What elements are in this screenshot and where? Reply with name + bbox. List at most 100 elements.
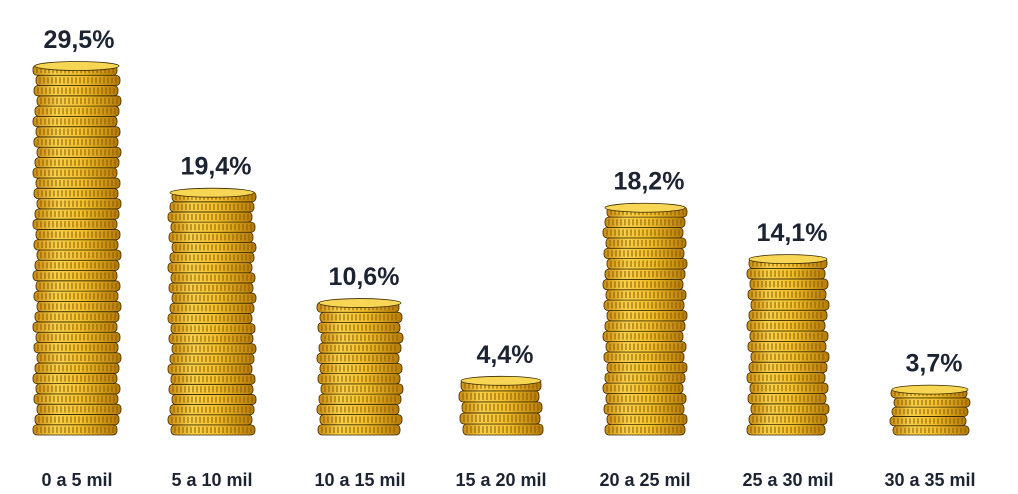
coin (889, 416, 967, 427)
coin (169, 353, 255, 365)
coin (35, 74, 121, 86)
coin (167, 363, 253, 375)
coin (167, 312, 253, 324)
coin (171, 343, 257, 355)
coin (32, 372, 118, 385)
coin (32, 270, 118, 282)
coin (605, 393, 687, 405)
coin (750, 351, 830, 363)
coin-stack-6 (746, 254, 830, 436)
coin (602, 382, 684, 394)
coin (747, 340, 827, 353)
coin (168, 282, 254, 294)
coin-stack-4 (458, 375, 544, 436)
coin (747, 392, 827, 405)
category-label: 20 a 25 mil (599, 470, 690, 490)
coin (35, 331, 121, 343)
category-label: 10 a 15 mil (314, 470, 405, 490)
coin (316, 352, 400, 364)
coin (34, 362, 120, 374)
coin (36, 146, 122, 158)
coin (747, 288, 827, 301)
coin (319, 311, 403, 323)
coin (170, 323, 256, 335)
coin (36, 95, 122, 107)
coin (606, 258, 688, 270)
coin (461, 401, 543, 414)
coin (604, 268, 686, 280)
coin (33, 85, 119, 97)
coin (605, 289, 687, 301)
coin (36, 403, 122, 415)
coin (36, 198, 122, 210)
category-label: 15 a 20 mil (455, 470, 546, 490)
category-label: 25 a 30 mil (742, 470, 833, 490)
coin (604, 372, 686, 384)
value-label: 29,5% (44, 26, 115, 54)
coin (603, 351, 685, 363)
coin (33, 136, 119, 148)
coin (892, 425, 970, 436)
value-label: 18,2% (614, 168, 685, 196)
coin (168, 231, 254, 243)
coin (32, 424, 118, 436)
coin (34, 157, 120, 169)
coin (36, 352, 122, 364)
value-label: 14,1% (757, 219, 828, 247)
coin (33, 187, 119, 200)
category-label: 5 a 10 mil (171, 470, 252, 490)
coin (319, 414, 403, 426)
coin (893, 397, 971, 408)
coin (749, 278, 829, 290)
coin (748, 413, 828, 425)
coin (32, 218, 118, 230)
coin (320, 332, 404, 344)
coin (604, 320, 686, 332)
coin (32, 115, 118, 128)
coin (750, 403, 830, 415)
coin (169, 201, 255, 213)
value-label: 19,4% (181, 153, 252, 181)
coin-stack-5 (602, 202, 688, 436)
coin (603, 247, 685, 260)
coin (35, 177, 121, 189)
coin (317, 322, 401, 334)
coin (171, 292, 257, 304)
coin (170, 373, 256, 385)
coin (606, 413, 688, 426)
coin (168, 383, 254, 395)
category-label: 0 a 5 mil (41, 470, 112, 490)
coin (746, 372, 826, 384)
coin (35, 229, 121, 241)
value-label: 4,4% (477, 341, 534, 369)
coin (605, 237, 687, 249)
coin (34, 311, 120, 323)
coin (604, 424, 686, 436)
coin (33, 342, 119, 354)
coin (606, 310, 688, 322)
coin (317, 373, 401, 385)
coin (604, 216, 686, 228)
coin (603, 403, 685, 415)
coin (318, 342, 402, 354)
coin (167, 414, 253, 426)
coin (32, 167, 118, 179)
coin (320, 383, 404, 395)
coin (167, 262, 253, 274)
coin (168, 333, 254, 345)
coin (749, 382, 829, 394)
coin (170, 221, 256, 233)
coin (33, 393, 119, 405)
coin (169, 302, 255, 314)
coin (170, 424, 256, 436)
coin (748, 361, 828, 373)
coin (35, 126, 121, 138)
coin (171, 241, 257, 253)
coin (33, 290, 119, 302)
coin (459, 412, 541, 425)
coin (36, 249, 122, 261)
coin-stack-3 (316, 298, 404, 436)
coin (167, 211, 253, 223)
coin (319, 363, 403, 375)
